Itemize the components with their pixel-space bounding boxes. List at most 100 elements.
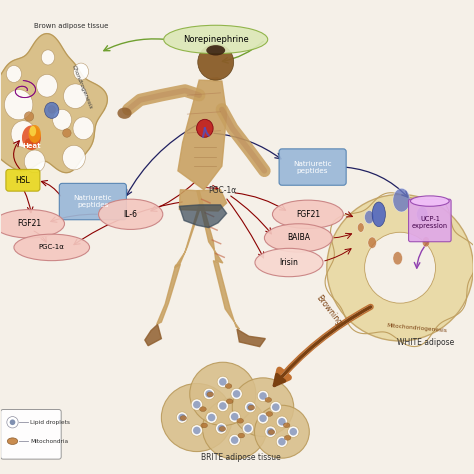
Text: IL-6: IL-6 [124, 210, 137, 219]
Ellipse shape [164, 25, 268, 54]
Circle shape [267, 428, 274, 436]
Ellipse shape [238, 433, 245, 438]
Polygon shape [210, 78, 220, 80]
Ellipse shape [232, 378, 294, 437]
Circle shape [9, 419, 15, 425]
Text: Natriuretic
peptides: Natriuretic peptides [73, 195, 112, 208]
Ellipse shape [180, 416, 187, 420]
Circle shape [205, 390, 213, 398]
Ellipse shape [41, 50, 55, 65]
Text: Lipid droplets: Lipid droplets [30, 420, 70, 425]
Circle shape [278, 438, 286, 446]
Circle shape [231, 437, 238, 444]
Ellipse shape [6, 65, 21, 82]
Ellipse shape [200, 407, 206, 411]
Circle shape [208, 414, 215, 421]
Ellipse shape [36, 74, 57, 97]
Ellipse shape [265, 398, 272, 402]
Circle shape [7, 417, 18, 428]
Ellipse shape [11, 121, 36, 147]
Ellipse shape [288, 426, 299, 438]
Ellipse shape [73, 117, 94, 140]
Text: Norepinephrine: Norepinephrine [183, 35, 248, 44]
Circle shape [25, 139, 33, 146]
Text: PGC-1α: PGC-1α [208, 186, 236, 195]
Circle shape [198, 44, 234, 80]
Text: Irisin: Irisin [280, 258, 299, 267]
Ellipse shape [393, 188, 410, 212]
FancyBboxPatch shape [409, 199, 451, 242]
Ellipse shape [206, 45, 225, 55]
Ellipse shape [242, 423, 254, 434]
Ellipse shape [393, 252, 402, 265]
Ellipse shape [191, 425, 202, 436]
Text: Browning: Browning [315, 293, 344, 327]
Ellipse shape [410, 196, 449, 206]
Ellipse shape [24, 150, 45, 173]
Ellipse shape [217, 400, 228, 411]
Ellipse shape [99, 199, 163, 229]
Ellipse shape [257, 390, 269, 401]
Text: Chondrogenesis: Chondrogenesis [71, 64, 93, 109]
Circle shape [278, 418, 286, 426]
Ellipse shape [231, 388, 242, 400]
Text: Heat: Heat [23, 143, 41, 149]
Ellipse shape [7, 438, 18, 445]
Ellipse shape [4, 90, 33, 120]
Ellipse shape [245, 401, 256, 413]
Circle shape [218, 425, 225, 432]
Ellipse shape [191, 399, 202, 410]
Polygon shape [179, 190, 227, 211]
Circle shape [63, 129, 71, 137]
Ellipse shape [203, 388, 215, 400]
Ellipse shape [176, 412, 188, 423]
Ellipse shape [197, 119, 213, 137]
Ellipse shape [229, 411, 240, 422]
Circle shape [231, 413, 238, 420]
Polygon shape [197, 191, 223, 263]
Ellipse shape [227, 399, 233, 404]
Circle shape [219, 378, 227, 386]
Ellipse shape [283, 423, 290, 428]
Text: Natriuretic
peptides: Natriuretic peptides [293, 161, 332, 173]
Circle shape [193, 401, 201, 409]
Ellipse shape [265, 426, 276, 438]
Ellipse shape [357, 223, 364, 232]
Ellipse shape [368, 237, 376, 248]
Circle shape [193, 427, 201, 434]
Text: UCP-1
expression: UCP-1 expression [412, 216, 448, 229]
Ellipse shape [417, 207, 428, 222]
Ellipse shape [255, 405, 310, 458]
Circle shape [327, 194, 474, 341]
Ellipse shape [217, 376, 228, 388]
Ellipse shape [190, 362, 256, 426]
Text: BRITE adipose tissue: BRITE adipose tissue [201, 454, 281, 463]
Ellipse shape [276, 416, 288, 428]
Ellipse shape [206, 412, 217, 423]
Ellipse shape [14, 234, 90, 261]
Text: FGF21: FGF21 [17, 219, 41, 228]
Circle shape [365, 232, 436, 303]
Polygon shape [237, 329, 265, 346]
Circle shape [219, 402, 227, 410]
Ellipse shape [73, 63, 89, 80]
Ellipse shape [22, 126, 41, 150]
Polygon shape [213, 261, 239, 329]
Ellipse shape [422, 237, 430, 247]
Ellipse shape [201, 423, 208, 428]
Text: HSL: HSL [16, 176, 30, 185]
FancyBboxPatch shape [0, 410, 61, 459]
Circle shape [24, 112, 34, 121]
Ellipse shape [207, 392, 214, 397]
Polygon shape [156, 264, 180, 324]
Text: FGF21: FGF21 [296, 210, 320, 219]
Ellipse shape [53, 109, 72, 130]
Ellipse shape [29, 126, 36, 137]
Polygon shape [178, 80, 227, 190]
Ellipse shape [64, 84, 87, 109]
Ellipse shape [45, 102, 59, 118]
Ellipse shape [63, 146, 85, 170]
FancyBboxPatch shape [279, 149, 346, 185]
Ellipse shape [276, 436, 288, 447]
Circle shape [290, 428, 297, 436]
